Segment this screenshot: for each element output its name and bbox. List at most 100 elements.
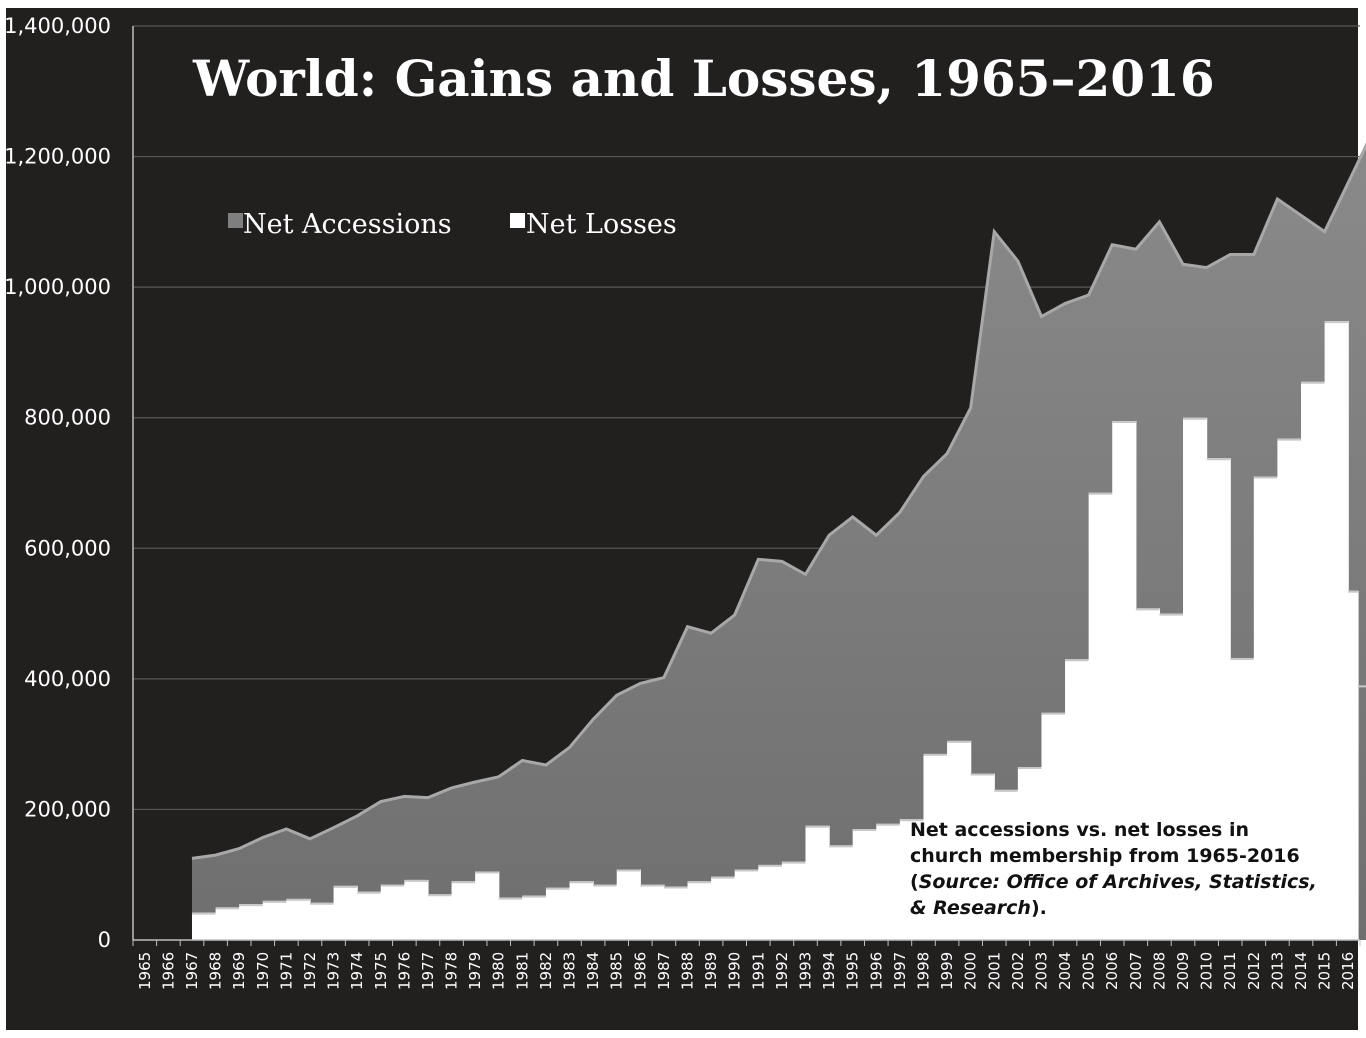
net-losses-bar [781,861,807,940]
y-tick-label: 200,000 [24,797,111,821]
x-tick-label: 1967 [183,952,201,990]
net-losses-bar [994,789,1019,940]
net-losses-bar [923,753,948,940]
net-losses-bar [687,881,712,940]
net-losses-bar [1253,476,1279,940]
annotation-line: & Research). [910,895,1340,921]
legend-label-net-accessions: Net Accessions [243,209,452,240]
x-tick-label: 2001 [985,952,1003,990]
net-losses-bar [1017,766,1043,940]
x-tick-label: 1970 [254,952,272,990]
x-tick-label: 2010 [1198,952,1216,990]
x-tick-label: 2016 [1339,952,1357,990]
annotation-source: Source: Office of Archives, Statistics, [918,871,1317,893]
x-tick-label: 1998 [914,952,932,990]
net-losses-bar [1088,492,1113,940]
net-losses-bar [451,881,476,940]
net-losses-bar [1135,608,1161,940]
x-tick-label: 1990 [726,952,744,990]
net-losses-bar [1301,381,1326,940]
net-losses-bar [404,879,429,940]
x-tick-label: 1999 [938,952,956,990]
net-losses-bar [616,869,641,940]
legend-swatch-net-losses [510,213,525,228]
x-tick-label: 1988 [679,952,697,990]
net-losses-bar [545,887,571,940]
net-losses-bar [498,897,523,940]
net-losses-bar [1277,438,1302,940]
x-tick-label: 2006 [1103,952,1121,990]
x-tick-label: 2007 [1127,952,1145,990]
x-tick-label: 1987 [655,952,673,990]
net-losses-bar [357,891,382,940]
x-tick-label: 1979 [466,952,484,990]
x-tick-label: 1975 [372,952,390,990]
net-losses-bar [1348,590,1359,940]
net-losses-bar [1183,417,1208,940]
y-tick-label: 600,000 [24,536,111,560]
x-tick-label: 2008 [1150,952,1168,990]
x-tick-label: 2012 [1245,952,1263,990]
x-tick-label: 1997 [891,952,909,990]
y-tick-label: 1,400,000 [4,14,111,38]
x-tick-label: 1984 [584,952,602,990]
x-tick-label: 2002 [1009,952,1027,990]
x-tick-label: 1972 [301,952,319,990]
x-tick-label: 2009 [1174,952,1192,990]
x-tick-label: 2003 [1032,952,1050,990]
y-tick-label: 1,200,000 [4,145,111,169]
net-losses-series [191,321,1366,940]
net-losses-bar [1324,321,1349,940]
y-tick-label: 0 [98,928,111,952]
net-losses-bar [475,871,500,940]
x-tick-label: 1981 [513,952,531,990]
x-tick-label: 2000 [962,952,980,990]
x-tick-label: 2004 [1056,952,1074,990]
legend-swatch-net-accessions [228,213,243,228]
net-losses-bar [286,898,311,940]
x-tick-label: 1985 [608,952,626,990]
net-losses-bar [876,823,901,940]
annotation-line: (Source: Office of Archives, Statistics, [910,869,1340,895]
x-tick-label: 1976 [395,952,413,990]
net-losses-bar [309,902,335,940]
annotation-paren: ( [910,871,919,893]
net-losses-bar [663,886,689,940]
net-losses-bar [852,829,877,940]
y-tick-label: 800,000 [24,406,111,430]
x-tick-label: 1989 [702,952,720,990]
net-losses-bar [333,885,358,940]
x-tick-label: 1994 [820,952,838,990]
x-tick-label: 1996 [867,952,885,990]
net-losses-bar [640,884,665,940]
x-tick-label: 1973 [325,952,343,990]
x-tick-label: 2015 [1316,952,1334,990]
x-tick-label: 2011 [1221,952,1239,990]
legend-label-net-losses: Net Losses [526,209,677,240]
net-losses-bar [1159,613,1184,940]
x-tick-label: 1995 [844,952,862,990]
x-tick-label: 1978 [443,952,461,990]
net-losses-bar [569,881,594,940]
x-tick-label: 1971 [277,952,295,990]
x-tick-label: 1969 [230,952,248,990]
y-axis-ticks: 0 200,000 400,000 600,000 800,000 1,000,000 1,… [4,14,111,952]
annotation-source-cont: & Research [910,897,1031,919]
x-tick-label: 1993 [796,952,814,990]
net-losses-bar [970,773,995,940]
net-losses-bar [947,740,972,940]
y-tick-label: 1,000,000 [4,275,111,299]
net-losses-bar [262,900,287,940]
axes [132,26,1361,946]
x-tick-label: 1991 [749,952,767,990]
annotation-line: Net accessions vs. net losses in [910,819,1250,841]
legend: Net Accessions Net Losses [228,209,677,240]
x-tick-label: 2013 [1268,952,1286,990]
x-axis-ticks: 1965 1966 1967 1968 1969 1970 1971 1972 1973 1974… [136,952,1357,990]
net-accessions-line [191,142,1366,860]
net-losses-bar [829,845,854,940]
x-tick-label: 1983 [561,952,579,990]
annotation-paren-close: ). [1030,897,1047,919]
net-losses-bar [758,864,783,940]
